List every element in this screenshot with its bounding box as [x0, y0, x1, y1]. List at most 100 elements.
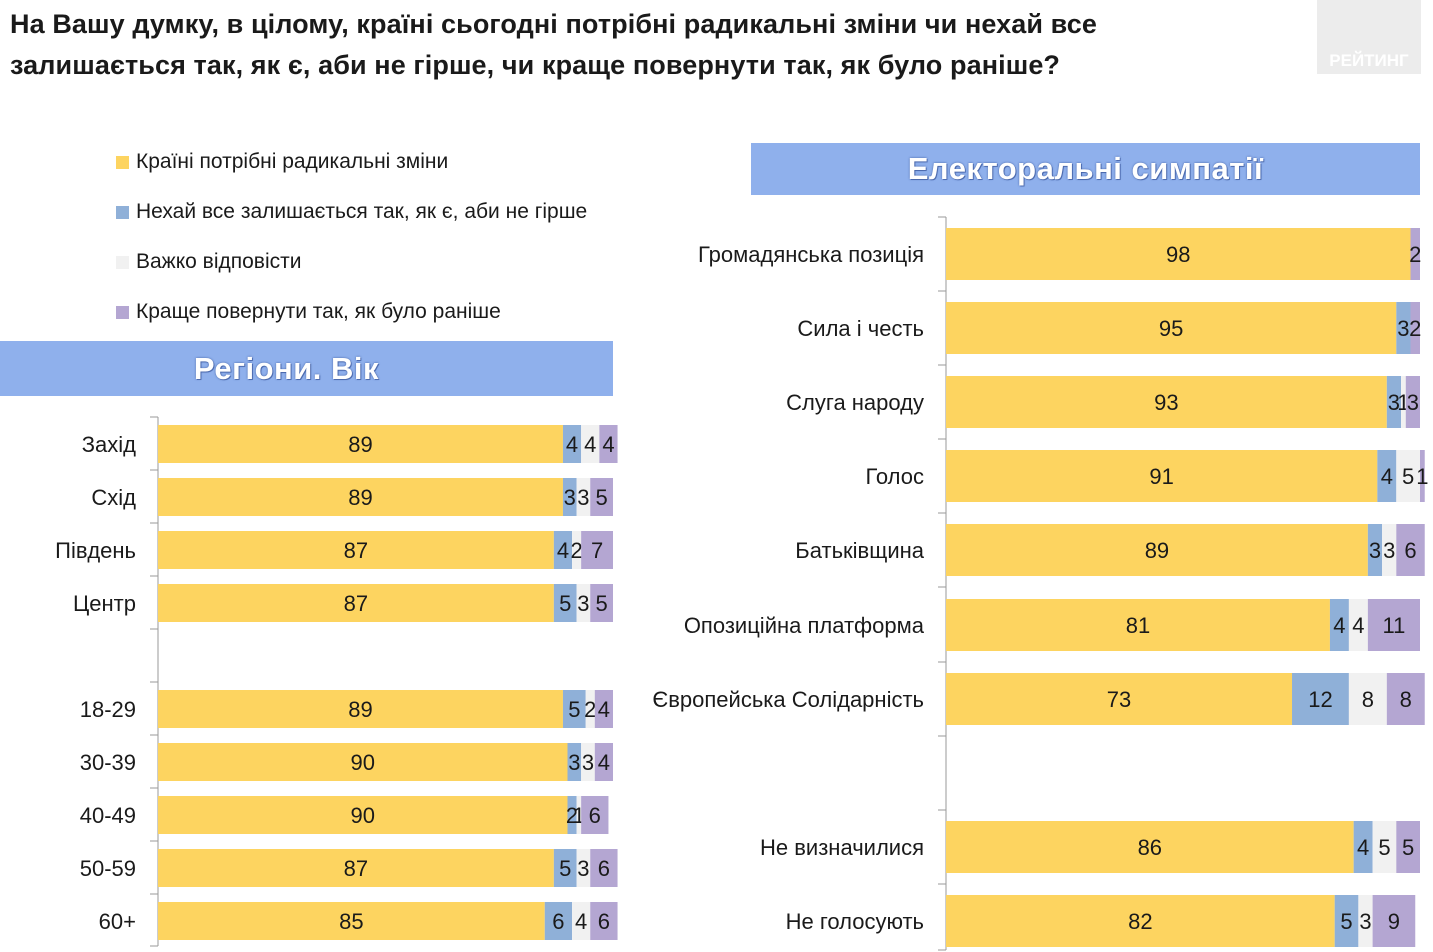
bar-segment-2 — [562, 425, 582, 463]
legend-label: Нехай все залишається так, як є, аби не … — [136, 200, 588, 223]
category-label: Сила і честь — [797, 316, 924, 341]
bar-segment-4 — [599, 425, 618, 463]
data-label: 5 — [568, 697, 580, 722]
data-label: 6 — [598, 856, 610, 881]
bar-segment-4 — [590, 849, 618, 887]
banner-regions-age: Регіони. Вік — [0, 341, 613, 396]
bar-segment-1 — [946, 524, 1368, 576]
bar-segment-1 — [158, 796, 568, 834]
data-label: 98 — [1166, 242, 1190, 267]
data-label: 3 — [1383, 538, 1395, 563]
bar-row-голос: Голос 91 4 5 1 — [865, 450, 1428, 502]
data-label: 85 — [339, 909, 363, 934]
data-label: 8 — [1400, 687, 1412, 712]
category-label: Центр — [73, 591, 136, 616]
data-label: 3 — [1407, 390, 1419, 415]
data-label: 11 — [1383, 613, 1406, 638]
bar-segment-2 — [1396, 302, 1411, 354]
legend-swatch-icon — [116, 155, 129, 169]
data-label: 4 — [1333, 613, 1345, 638]
legend-swatch-icon — [116, 205, 129, 219]
data-label: 2 — [584, 697, 596, 722]
data-label: 3 — [1369, 538, 1381, 563]
legend-item-return: Краще повернути так, як було раніше — [116, 300, 501, 324]
data-label: 9 — [1388, 909, 1400, 934]
data-label: 89 — [1145, 538, 1169, 563]
bar-segment-1 — [158, 690, 563, 728]
bar-segment-2 — [1377, 450, 1397, 502]
data-label: 4 — [1357, 835, 1369, 860]
category-label: Південь — [55, 538, 136, 563]
bar-segment-2 — [1386, 376, 1402, 428]
bar-row-50-59: 50-59 87 5 3 6 — [80, 849, 618, 887]
bar-segment-4 — [1367, 599, 1420, 651]
bar-segment-1 — [158, 531, 554, 569]
category-label: Захід — [82, 432, 136, 457]
data-label: 3 — [582, 750, 594, 775]
bar-segment-2 — [1353, 821, 1373, 873]
bar-segment-4 — [1386, 673, 1425, 725]
bar-segment-2 — [553, 531, 573, 569]
bar-row-сила-і-честь: Сила і честь 95 3 2 — [797, 302, 1421, 354]
data-label: 91 — [1149, 464, 1173, 489]
bar-segment-2 — [553, 584, 577, 622]
bar-segment-2 — [567, 796, 577, 834]
data-label: 2 — [566, 803, 578, 828]
data-label: 3 — [1388, 390, 1400, 415]
bar-segment-4 — [1405, 376, 1420, 428]
bar-segment-1 — [158, 425, 563, 463]
bar-segment-3 — [1358, 895, 1373, 947]
bar-segment-2 — [562, 478, 577, 516]
bar-segment-3 — [1348, 673, 1387, 725]
category-label: Європейська Солідарність — [652, 687, 924, 712]
chart-title: На Вашу думку, в цілому, країні сьогодні… — [10, 4, 1250, 86]
data-label: 6 — [589, 803, 601, 828]
legend-swatch-icon — [116, 255, 129, 269]
bar-row-південь: Південь 87 4 2 7 — [55, 531, 613, 569]
data-label: 89 — [348, 697, 372, 722]
data-label: 4 — [598, 750, 610, 775]
data-label: 90 — [351, 750, 375, 775]
data-label: 3 — [577, 591, 589, 616]
category-label: Схід — [91, 485, 136, 510]
bar-row-не-визначилися: Не визначилися 86 4 5 5 — [760, 821, 1420, 873]
data-label: 5 — [596, 485, 608, 510]
data-label: 5 — [1402, 835, 1414, 860]
data-label: 4 — [598, 697, 610, 722]
data-label: 3 — [577, 856, 589, 881]
category-label: 30-39 — [80, 750, 136, 775]
legend-label: Країні потрібні радикальні зміни — [136, 150, 449, 173]
data-label: 87 — [344, 591, 368, 616]
bar-segment-1 — [946, 376, 1387, 428]
bar-segment-4 — [581, 531, 613, 569]
bar-segment-2 — [1329, 599, 1349, 651]
bar-segment-3 — [1372, 821, 1397, 873]
legend-item-hard: Важко відповісти — [116, 250, 301, 274]
category-label: Не голосують — [786, 909, 924, 934]
chart-electoral: Громадянська позиція 98 2 Сила і честь 95 3 2С… — [652, 216, 1428, 951]
category-label: 18-29 — [80, 697, 136, 722]
data-label: 5 — [559, 591, 571, 616]
bar-segment-2 — [553, 849, 577, 887]
bar-segment-4 — [1410, 302, 1420, 354]
bar-segment-4 — [1420, 450, 1425, 502]
bar-segment-3 — [576, 478, 591, 516]
category-label: 50-59 — [80, 856, 136, 881]
data-label: 12 — [1308, 687, 1332, 712]
bar-segment-4 — [1410, 228, 1420, 280]
bar-row-батьківщина: Батьківщина 89 3 3 6 — [795, 524, 1425, 576]
data-label: 4 — [557, 538, 569, 563]
bar-row-громадянська-позиція: Громадянська позиція 98 2 — [698, 228, 1421, 280]
data-label: 4 — [575, 909, 587, 934]
bar-segment-4 — [590, 584, 613, 622]
bar-row-схід: Схід 89 3 3 5 — [91, 478, 613, 516]
bar-row-захід: Захід 89 4 4 4 — [82, 425, 618, 463]
bar-segment-3 — [572, 531, 582, 569]
bar-segment-3 — [1396, 450, 1420, 502]
data-label: 73 — [1107, 687, 1131, 712]
bar-segment-3 — [581, 743, 595, 781]
data-label: 3 — [568, 750, 580, 775]
bar-segment-1 — [946, 302, 1397, 354]
